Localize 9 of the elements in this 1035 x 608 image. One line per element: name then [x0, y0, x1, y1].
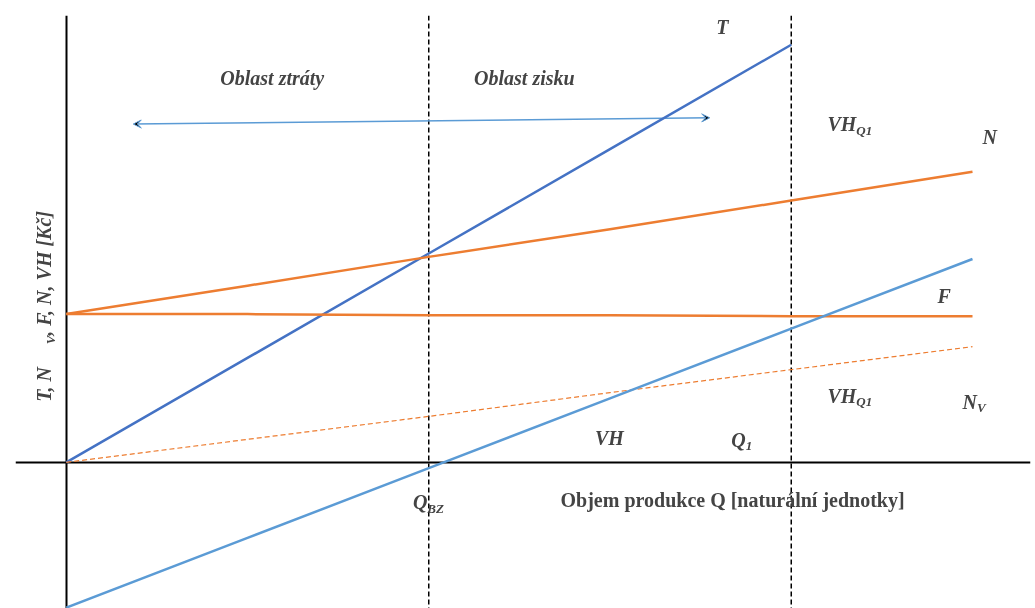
annotation: Oblast zisku [474, 67, 575, 90]
series-label: T [716, 15, 730, 38]
annotation: Oblast ztráty [220, 67, 325, 91]
y-axis-title: T, NV, F, N, VH [Kč] [33, 210, 58, 402]
series-label: N [981, 125, 999, 148]
series-label: F [936, 285, 952, 308]
series-label: VH [595, 427, 626, 450]
x-axis-title: Objem produkce Q [naturální jednotky] [560, 489, 905, 513]
text: VH [827, 113, 857, 136]
